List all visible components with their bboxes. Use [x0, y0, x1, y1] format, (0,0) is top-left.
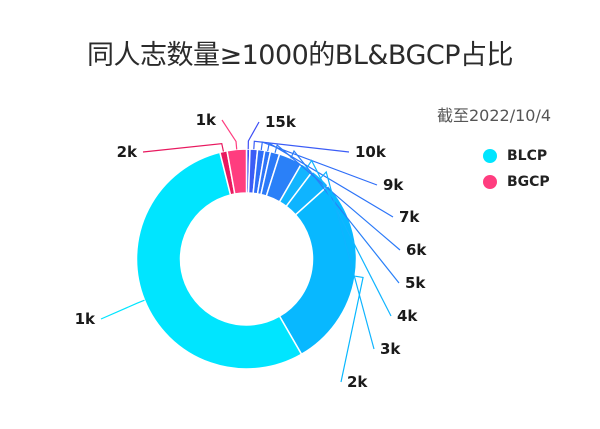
legend: BLCP BGCP: [483, 143, 550, 195]
slice-label: 1k: [75, 310, 96, 328]
donut-slice[interactable]: [278, 184, 358, 356]
leader-line: [142, 142, 225, 153]
slice-label: 6k: [406, 241, 427, 259]
legend-label: BGCP: [507, 174, 550, 190]
legend-label: BLCP: [507, 148, 548, 164]
leader-line: [260, 141, 378, 186]
legend-dot-icon: [483, 149, 497, 163]
slice-label: 9k: [383, 176, 404, 194]
legend-item-bgcp[interactable]: BGCP: [483, 169, 550, 195]
slice-label: 3k: [380, 340, 401, 358]
leader-line: [253, 140, 350, 153]
leader-line: [306, 159, 392, 317]
leader-lines: [100, 119, 401, 383]
leader-line: [247, 121, 260, 150]
slice-label: 7k: [399, 208, 420, 226]
leader-line: [221, 119, 238, 150]
leader-line: [274, 143, 401, 251]
slice-label: 5k: [405, 274, 426, 292]
slice-label: 15k: [265, 113, 297, 131]
slice-label: 2k: [117, 143, 138, 161]
slice-labels: 15k 10k 9k 7k 6k 5k 4k 3k 2k 1k 2k 1k: [75, 111, 428, 391]
slice-label: 4k: [397, 307, 418, 325]
chart-title: 同人志数量≥1000的BL&BGCP占比: [86, 40, 514, 71]
leader-line: [340, 275, 364, 383]
slice-label: 2k: [347, 373, 368, 391]
legend-item-blcp[interactable]: BLCP: [483, 143, 550, 169]
leader-line: [320, 170, 375, 350]
legend-dot-icon: [483, 175, 497, 189]
leader-line: [267, 142, 394, 218]
leader-line: [290, 149, 400, 284]
slice-label: 10k: [355, 143, 387, 161]
leader-line: [100, 299, 145, 320]
donut-slice[interactable]: [226, 148, 248, 195]
slice-label: 1k: [196, 111, 217, 129]
donut-slice[interactable]: [135, 151, 303, 370]
donut-slices: [135, 148, 358, 370]
chart-subtitle: 截至2022/10/4: [437, 106, 552, 125]
